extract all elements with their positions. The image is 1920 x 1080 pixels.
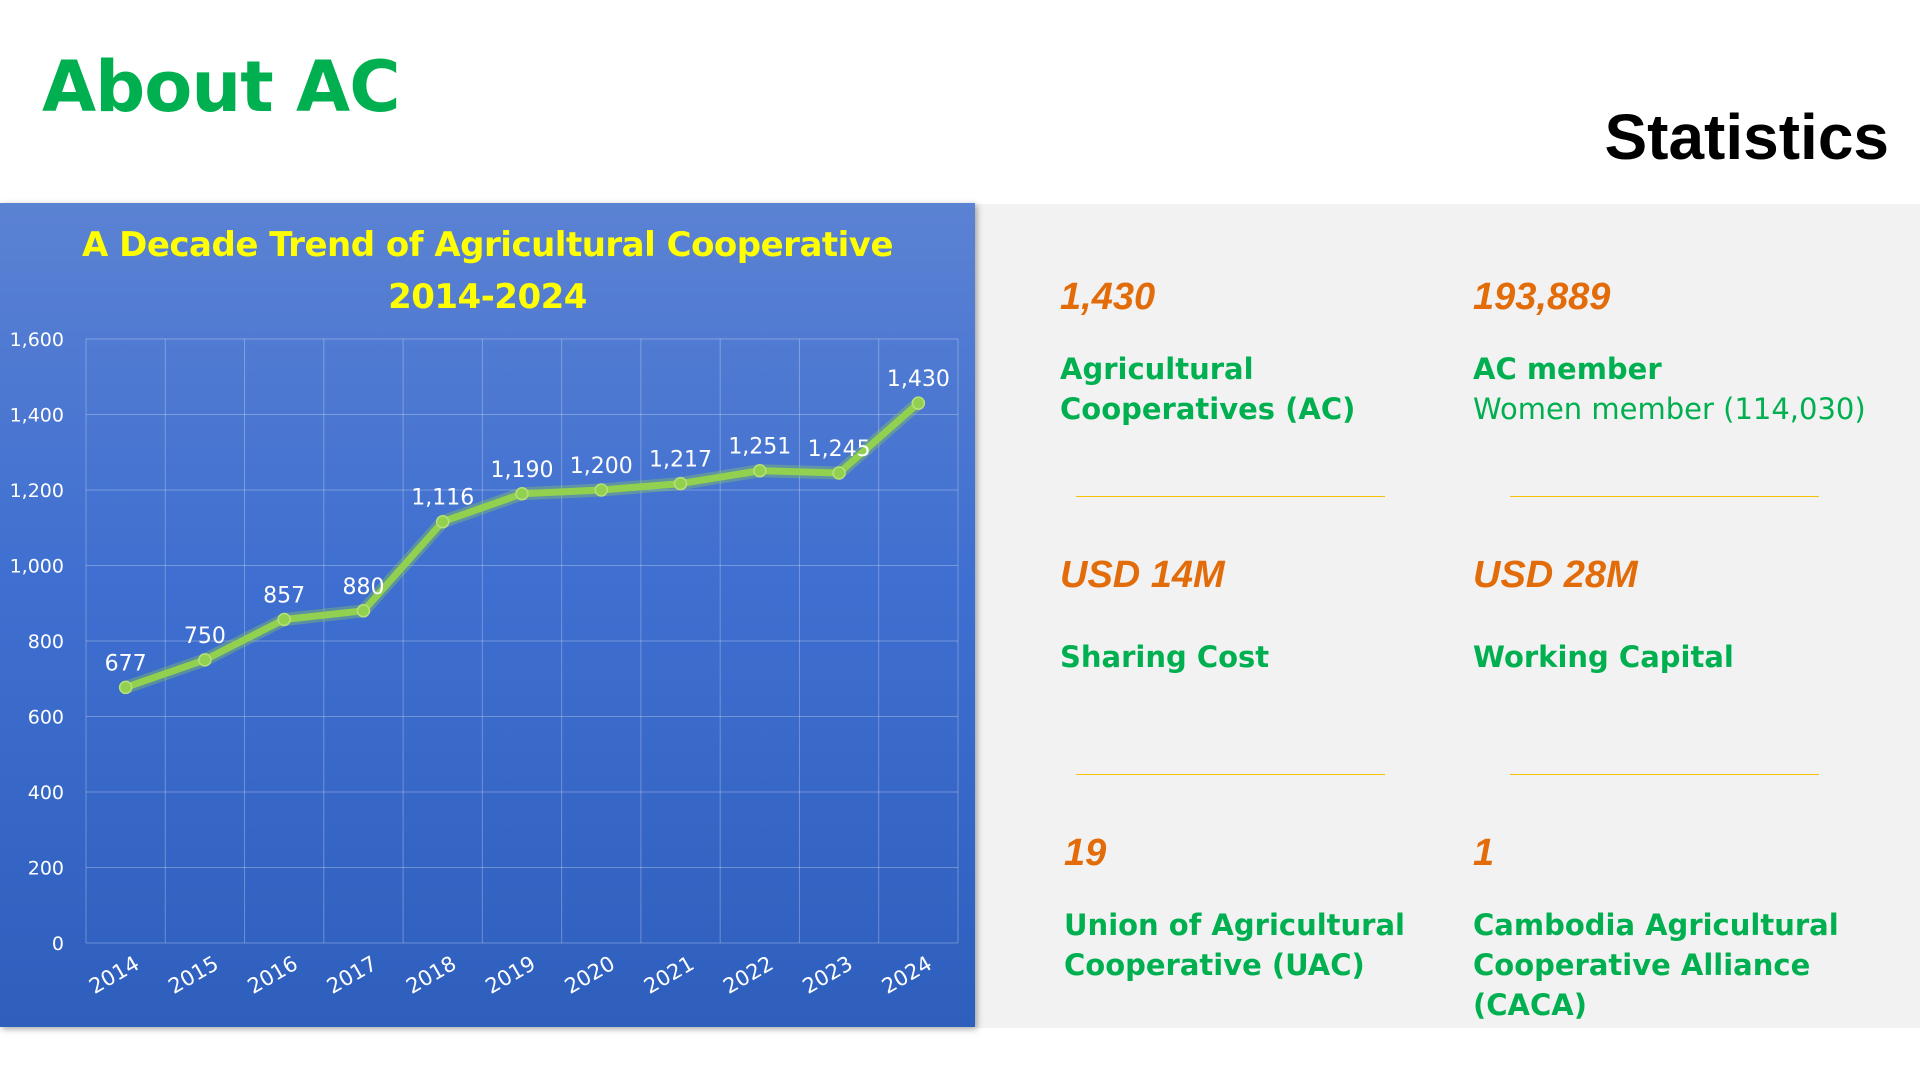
data-point [594, 483, 609, 497]
stat-label: Working Capital [1473, 640, 1734, 674]
data-point [198, 653, 212, 667]
stat-ac-count: 1,430 Agricultural Cooperatives (AC) [1060, 276, 1355, 429]
stat-label-line2: Cooperative (UAC) [1064, 948, 1365, 982]
y-tick-label: 1,200 [10, 480, 64, 502]
data-point [118, 680, 133, 695]
y-tick-label: 800 [28, 631, 64, 653]
data-point [435, 514, 450, 529]
x-tick-label: 2024 [878, 951, 936, 999]
stat-value: 1 [1473, 832, 1495, 874]
y-tick-label: 1,400 [10, 405, 64, 427]
stat-label: Agricultural Cooperatives (AC) [1060, 349, 1355, 429]
data-point [911, 396, 926, 410]
stat-label-line2: Cooperative Alliance (CACA) [1473, 948, 1811, 1022]
stats-panel [975, 204, 1920, 1028]
stat-working-capital: USD 28M Working Capital [1473, 554, 1734, 677]
stat-label-line2: Cooperatives (AC) [1060, 392, 1356, 426]
data-label: 1,190 [491, 458, 554, 483]
data-label: 750 [184, 624, 226, 649]
stat-sub-label: Women member (114,030) [1473, 392, 1866, 426]
x-tick-label: 2018 [402, 951, 460, 999]
stat-value: USD 28M [1473, 554, 1638, 596]
x-tick-label: 2023 [798, 951, 856, 999]
data-point [832, 466, 846, 480]
divider [1510, 496, 1819, 497]
section-title: Statistics [1604, 101, 1889, 173]
stat-uac: 19 Union of Agricultural Cooperative (UA… [1064, 832, 1405, 985]
data-label: 1,217 [649, 448, 712, 473]
divider [1510, 774, 1819, 775]
data-label: 880 [342, 575, 384, 600]
x-tick-label: 2021 [640, 951, 698, 999]
stat-label-line1: Agricultural [1060, 352, 1254, 386]
data-point [753, 463, 767, 478]
chart-title-line1: A Decade Trend of Agricultural Cooperati… [81, 225, 894, 265]
x-tick-label: 2017 [323, 951, 381, 999]
data-label: 1,200 [570, 454, 633, 479]
y-tick-label: 200 [28, 858, 64, 880]
y-tick-label: 1,600 [10, 329, 64, 351]
page-title: About AC [42, 46, 401, 128]
y-tick-label: 0 [52, 933, 64, 955]
data-label: 1,251 [728, 435, 791, 460]
chart-panel: A Decade Trend of Agricultural Cooperati… [0, 203, 975, 1027]
y-tick-label: 600 [28, 707, 64, 729]
data-label: 857 [263, 583, 305, 608]
data-label: 1,116 [411, 486, 474, 511]
stat-label: Cambodia Agricultural Cooperative Allian… [1473, 905, 1920, 1025]
data-point [277, 612, 291, 627]
x-tick-label: 2019 [481, 951, 539, 999]
stat-label-line1: Union of Agricultural [1064, 908, 1405, 942]
divider [1076, 496, 1385, 497]
data-label: 1,430 [887, 367, 950, 392]
stat-label: Sharing Cost [1060, 640, 1270, 674]
divider [1076, 774, 1385, 775]
y-tick-label: 400 [28, 782, 64, 804]
stat-caca: 1 Cambodia Agricultural Cooperative Alli… [1473, 832, 1920, 1025]
stat-value: 19 [1064, 832, 1107, 874]
x-tick-label: 2015 [164, 951, 222, 999]
stat-label: AC member [1473, 352, 1662, 386]
chart-title: A Decade Trend of Agricultural Cooperati… [0, 219, 975, 323]
stat-label: Union of Agricultural Cooperative (UAC) [1064, 905, 1405, 985]
y-tick-label: 1,000 [10, 556, 64, 578]
data-label: 677 [105, 651, 147, 676]
data-label: 1,245 [808, 437, 871, 462]
stat-label-line1: Cambodia Agricultural [1473, 908, 1839, 942]
stat-ac-members: 193,889 AC member Women member (114,030) [1473, 276, 1866, 429]
data-point [673, 476, 688, 491]
data-point [515, 487, 529, 501]
x-tick-label: 2022 [719, 951, 777, 999]
chart-title-line2: 2014-2024 [388, 277, 587, 317]
stat-value: 193,889 [1473, 276, 1611, 318]
stat-value: USD 14M [1060, 554, 1225, 596]
stat-sharing-cost: USD 14M Sharing Cost [1060, 554, 1269, 677]
stat-value: 1,430 [1060, 276, 1156, 318]
data-point [356, 604, 371, 618]
line-chart: 0 200 400 600 800 1,000 1,200 1,400 1,600 2014 201… [10, 329, 959, 999]
x-tick-label: 2020 [561, 951, 619, 999]
x-tick-label: 2016 [244, 951, 302, 999]
x-tick-label: 2014 [85, 951, 143, 999]
